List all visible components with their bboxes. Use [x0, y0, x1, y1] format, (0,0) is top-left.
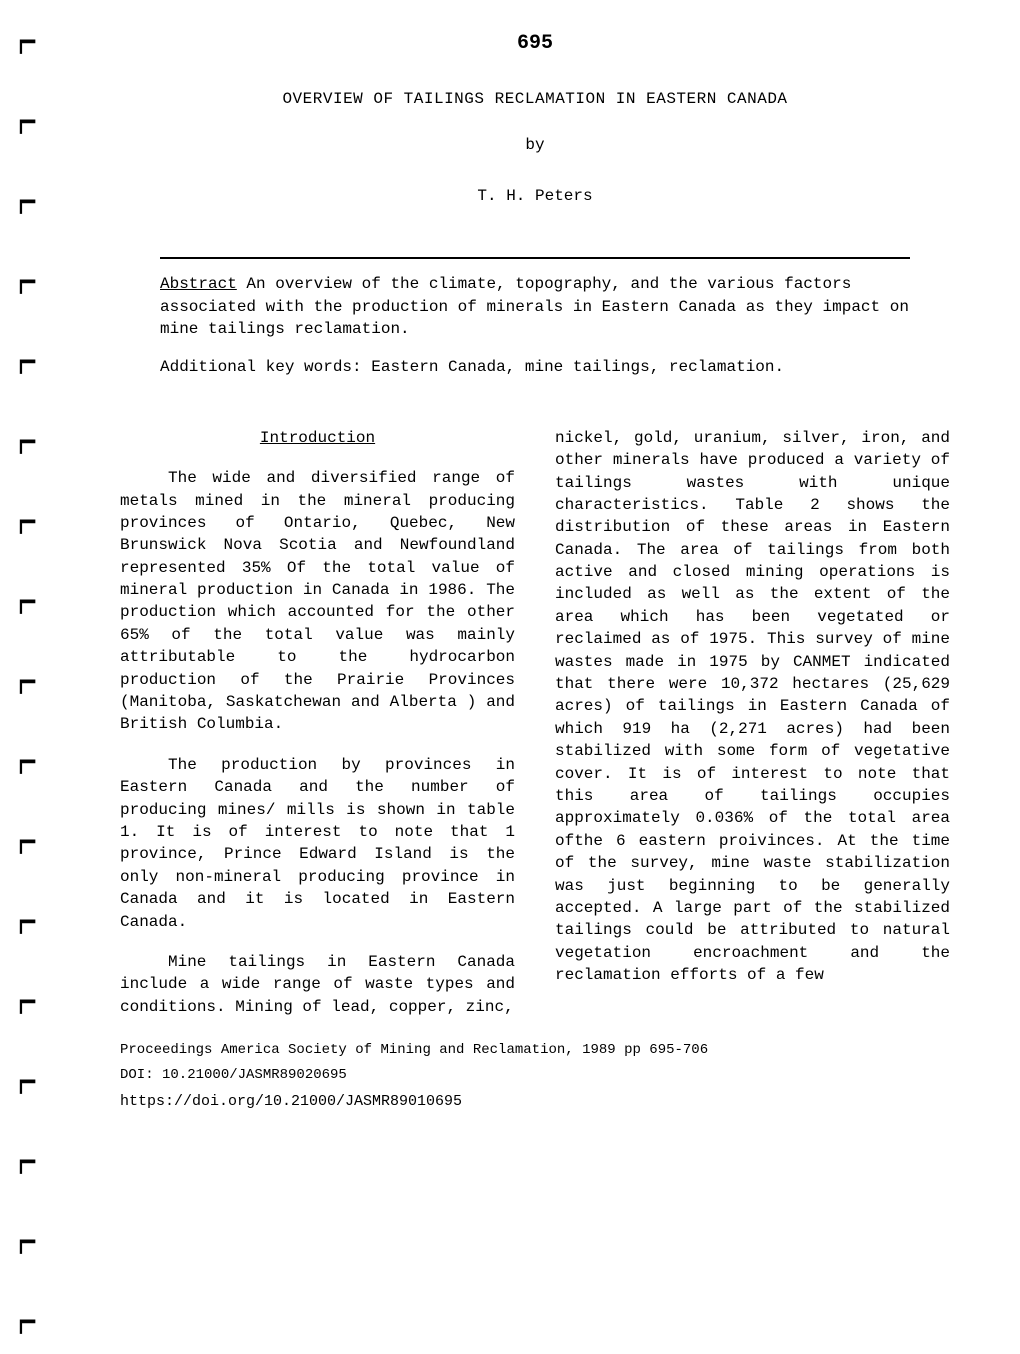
bracket-glyph: ⌐ — [18, 500, 37, 551]
author-name: T. H. Peters — [120, 185, 950, 207]
page-number: 695 — [120, 30, 950, 58]
by-label: by — [120, 134, 950, 156]
right-column: nickel, gold, uranium, silver, iron, and… — [555, 427, 950, 1018]
bracket-glyph: ⌐ — [18, 980, 37, 1031]
abstract-text: An overview of the climate, topography, … — [160, 275, 909, 338]
bracket-glyph: ⌐ — [18, 740, 37, 791]
doi-url: https://doi.org/10.21000/JASMR89010695 — [120, 1088, 950, 1115]
abstract-paragraph: Abstract An overview of the climate, top… — [160, 273, 910, 340]
bracket-glyph: ⌐ — [18, 660, 37, 711]
left-column: Introduction The wide and diversified ra… — [120, 427, 515, 1018]
bracket-glyph: ⌐ — [18, 180, 37, 231]
bracket-glyph: ⌐ — [18, 1220, 37, 1271]
body-columns: Introduction The wide and diversified ra… — [120, 427, 950, 1018]
paper-title: OVERVIEW OF TAILINGS RECLAMATION IN EAST… — [120, 88, 950, 110]
footer-block: Proceedings America Society of Mining an… — [120, 1038, 950, 1115]
keywords-label: Additional key words: — [160, 358, 362, 376]
bracket-glyph: ⌐ — [18, 100, 37, 151]
keywords-paragraph: Additional key words: Eastern Canada, mi… — [160, 356, 910, 378]
abstract-label: Abstract — [160, 275, 237, 293]
abstract-block: Abstract An overview of the climate, top… — [160, 273, 910, 379]
divider-rule — [160, 257, 910, 259]
page-content: 695 OVERVIEW OF TAILINGS RECLAMATION IN … — [120, 0, 950, 1115]
body-paragraph: Mine tailings in Eastern Canada include … — [120, 951, 515, 1018]
bracket-glyph: ⌐ — [18, 820, 37, 871]
body-paragraph: The wide and diversified range of metals… — [120, 467, 515, 736]
body-paragraph: nickel, gold, uranium, silver, iron, and… — [555, 427, 950, 987]
bracket-glyph: ⌐ — [18, 420, 37, 471]
bracket-glyph: ⌐ — [18, 1060, 37, 1111]
introduction-heading: Introduction — [120, 427, 515, 449]
bracket-glyph: ⌐ — [18, 1300, 37, 1351]
bracket-glyph: ⌐ — [18, 20, 37, 71]
doi-citation: DOI: 10.21000/JASMR89020695 — [120, 1063, 950, 1088]
introduction-heading-text: Introduction — [260, 429, 375, 447]
bracket-glyph: ⌐ — [18, 900, 37, 951]
bracket-glyph: ⌐ — [18, 340, 37, 391]
bracket-glyph: ⌐ — [18, 580, 37, 631]
proceedings-citation: Proceedings America Society of Mining an… — [120, 1038, 950, 1063]
keywords-text: Eastern Canada, mine tailings, reclamati… — [362, 358, 784, 376]
bracket-glyph: ⌐ — [18, 1140, 37, 1191]
body-paragraph: The production by provinces in Eastern C… — [120, 754, 515, 933]
bracket-glyph: ⌐ — [18, 260, 37, 311]
binder-holes-decoration: ⌐ ⌐ ⌐ ⌐ ⌐ ⌐ ⌐ ⌐ ⌐ ⌐ ⌐ ⌐ ⌐ ⌐ ⌐ ⌐ ⌐ — [18, 20, 37, 1332]
